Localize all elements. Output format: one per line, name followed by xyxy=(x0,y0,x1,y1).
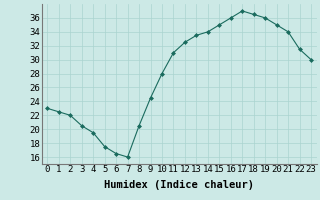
X-axis label: Humidex (Indice chaleur): Humidex (Indice chaleur) xyxy=(104,180,254,190)
